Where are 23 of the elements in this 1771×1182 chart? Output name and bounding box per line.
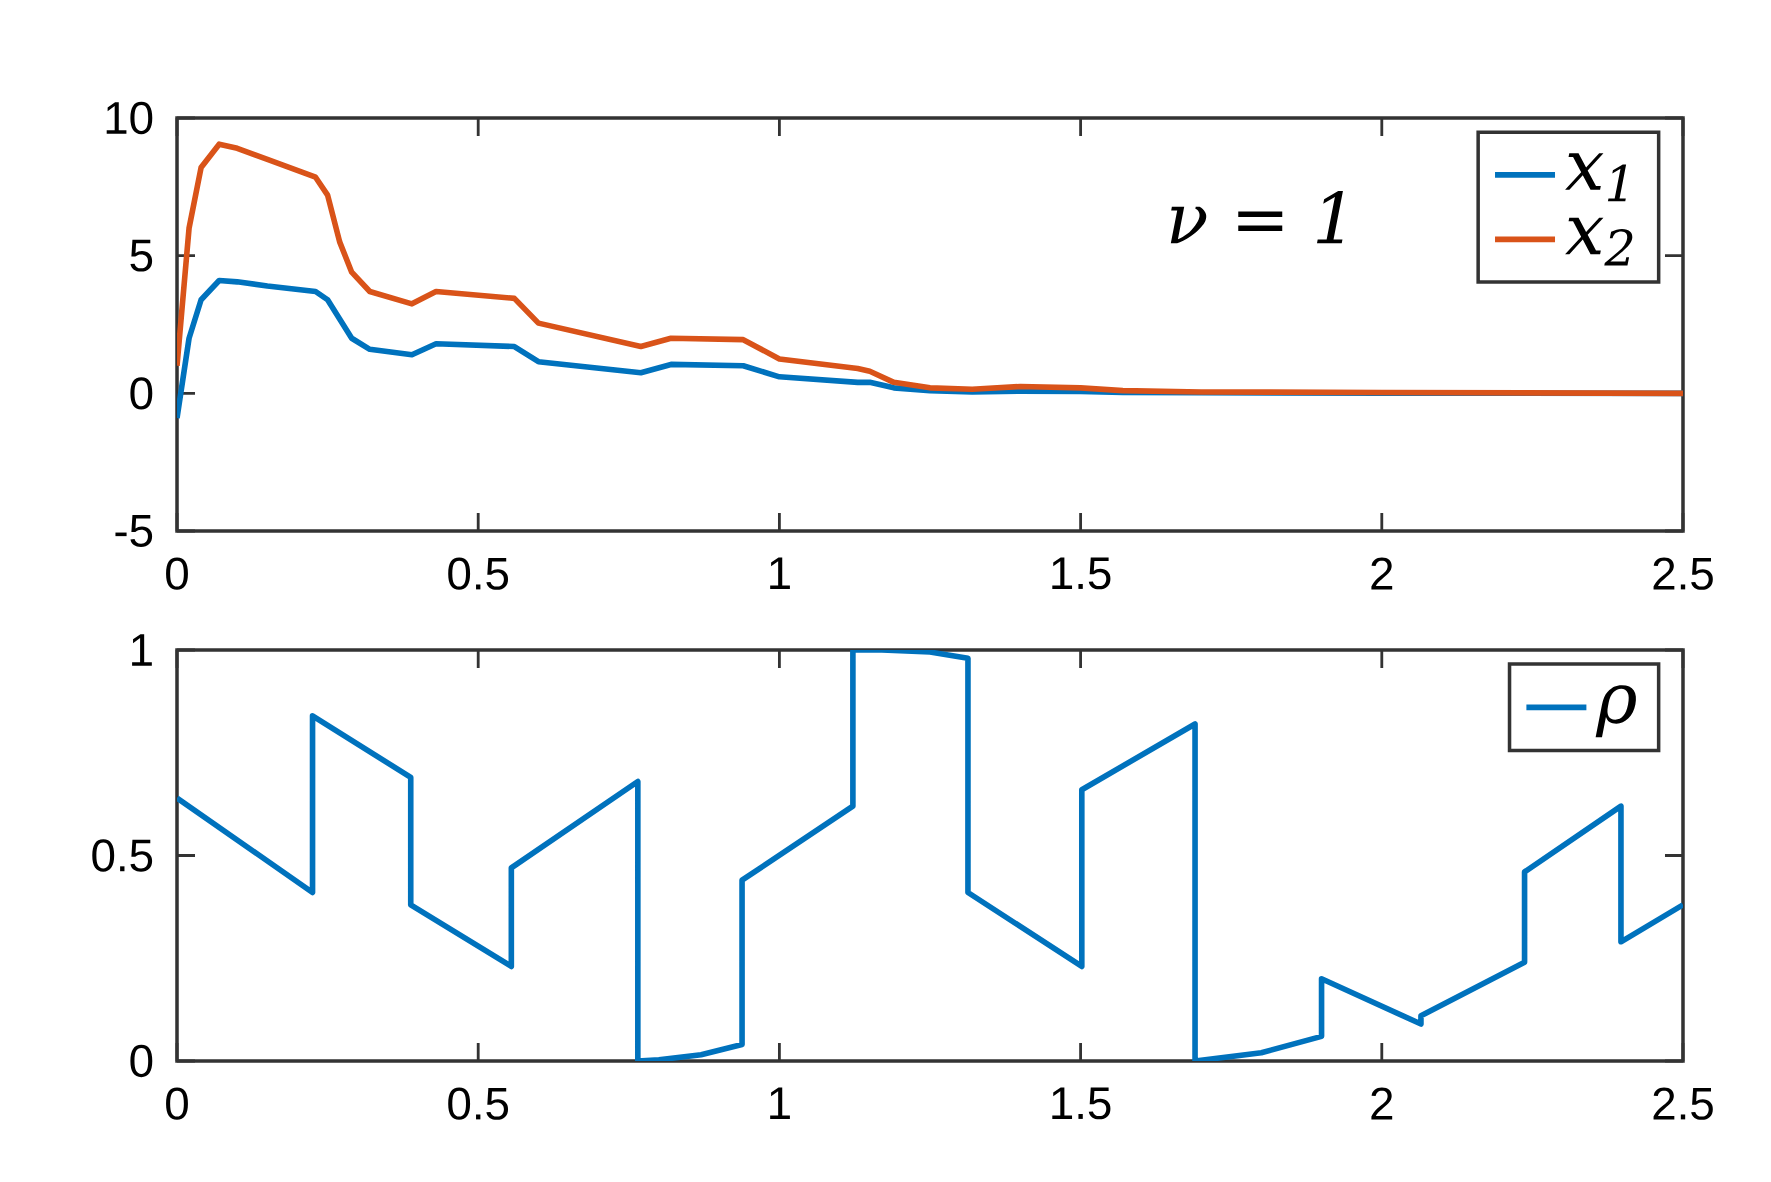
legend-label: x$_{2}$ — [1565, 217, 1633, 266]
y-tick-label: 0.5 — [92, 839, 153, 872]
y-tick-label: 0 — [130, 377, 153, 410]
legend-label: x$_{1}$ — [1565, 153, 1627, 202]
x-tick-label: 2.5 — [1653, 557, 1713, 590]
x-tick-label: 1.5 — [1052, 1087, 1111, 1120]
x-tick-label: 2 — [1371, 1087, 1393, 1120]
x-tick-label: 0 — [166, 1087, 188, 1120]
y-tick-label: -5 — [115, 515, 153, 547]
annotation: ν = 1 — [1170, 191, 1343, 244]
x-tick-label: 0.5 — [448, 557, 509, 590]
y-tick-label: 5 — [130, 239, 153, 272]
x-tick-label: 2.5 — [1653, 1087, 1713, 1120]
y-tick-label: 1 — [132, 634, 152, 666]
x-tick-label: 1 — [770, 1087, 790, 1119]
x-tick-label: 0.5 — [448, 1087, 509, 1120]
y-tick-label: 10 — [106, 101, 153, 135]
x-tick-label: 2 — [1371, 557, 1393, 590]
x-tick-label: 1 — [770, 557, 790, 589]
x-tick-label: 0 — [166, 557, 188, 590]
y-tick-label: 0 — [130, 1044, 153, 1078]
x-tick-label: 1.5 — [1052, 557, 1111, 590]
legend-label: ρ — [1595, 685, 1636, 738]
